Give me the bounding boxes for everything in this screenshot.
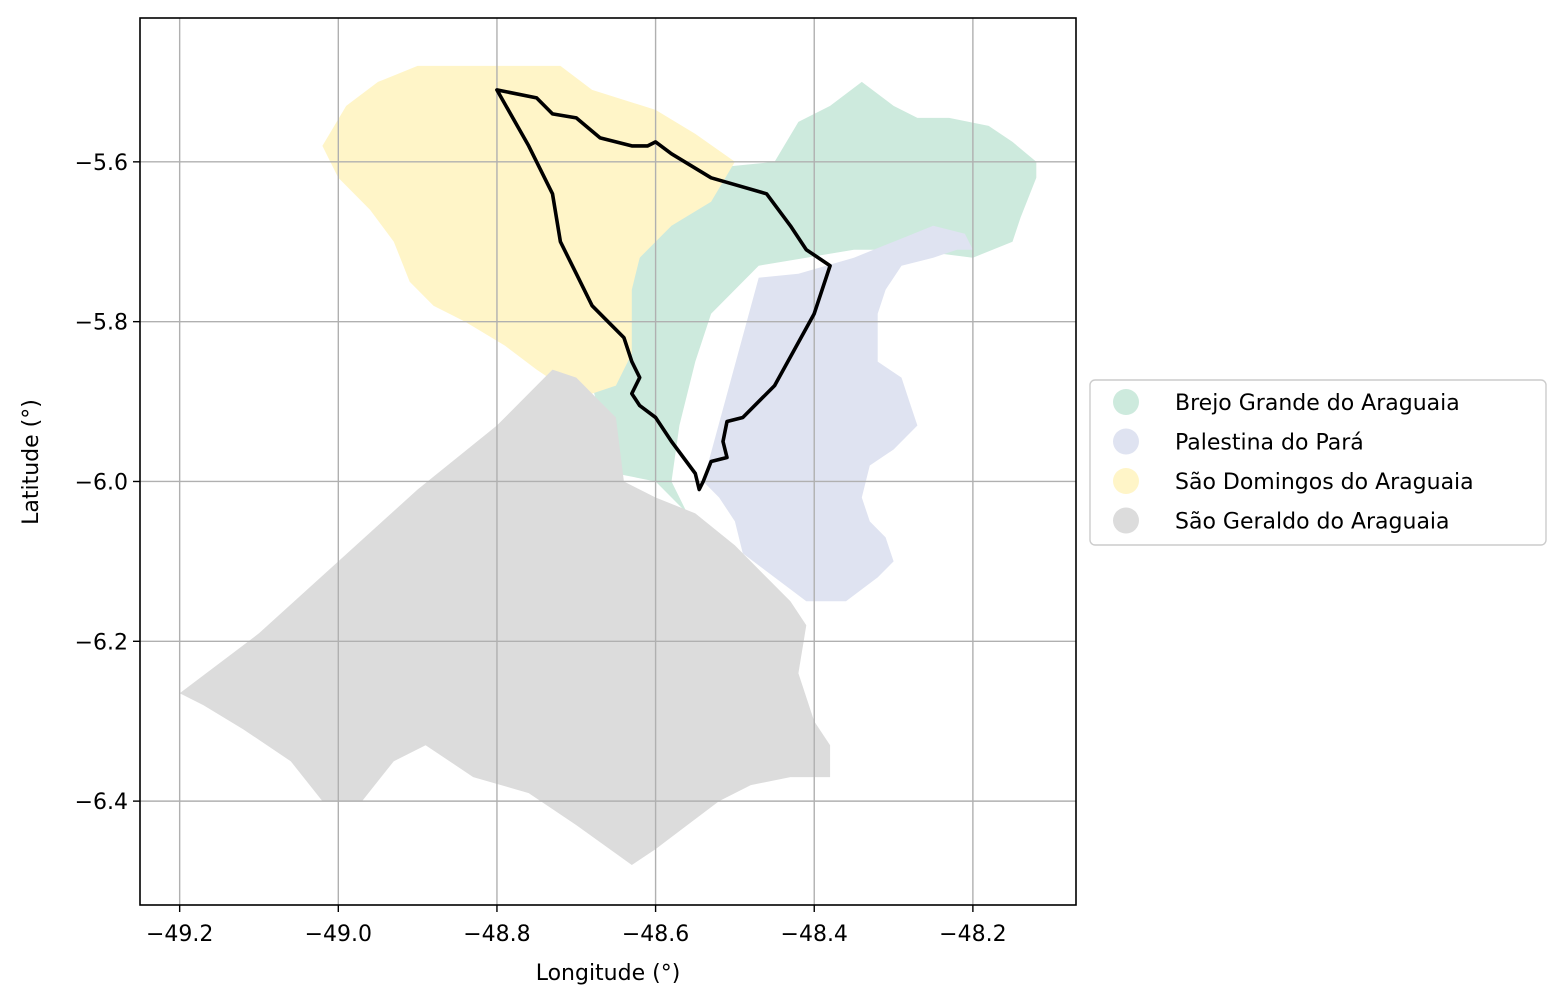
legend-label: São Geraldo do Araguaia bbox=[1175, 510, 1450, 535]
x-axis-ticks: −49.2 −49.0 −48.8 −48.6 −48.4 −48.2 bbox=[146, 905, 1007, 947]
x-tick-label-4: −48.4 bbox=[781, 922, 848, 947]
legend-items: Brejo Grande do Araguaia Palestina do Par… bbox=[1113, 389, 1474, 535]
legend-marker-sao-geraldo-do-araguaia bbox=[1113, 507, 1139, 534]
plot-area bbox=[139, 17, 1077, 906]
legend-item-brejo-grande-do-araguaia: Brejo Grande do Araguaia bbox=[1113, 389, 1460, 416]
legend-marker-palestina-do-para bbox=[1113, 428, 1139, 455]
grid-layer bbox=[140, 18, 1076, 905]
legend-label: São Domingos do Araguaia bbox=[1175, 470, 1474, 495]
x-axis-label: Longitude (°) bbox=[536, 961, 681, 986]
y-tick-label-3: −6.2 bbox=[75, 630, 128, 655]
x-tick-label-3: −48.6 bbox=[622, 922, 689, 947]
y-tick-label-4: −6.4 bbox=[75, 790, 128, 815]
legend-item-sao-geraldo-do-araguaia: São Geraldo do Araguaia bbox=[1113, 507, 1450, 535]
legend-marker-brejo-grande-do-araguaia bbox=[1113, 389, 1139, 415]
y-tick-label-0: −5.6 bbox=[75, 151, 128, 176]
plot-frame bbox=[139, 17, 1077, 906]
region-sao-geraldo-do-araguaia bbox=[179, 369, 831, 865]
legend: Brejo Grande do Araguaia Palestina do Par… bbox=[1089, 379, 1547, 546]
x-tick-label-2: −48.8 bbox=[463, 922, 530, 947]
y-tick-label-2: −6.0 bbox=[75, 470, 128, 495]
legend-marker-sao-domingos-do-araguaia bbox=[1113, 468, 1139, 494]
legend-item-sao-domingos-do-araguaia: São Domingos do Araguaia bbox=[1113, 468, 1474, 495]
legend-label: Brejo Grande do Araguaia bbox=[1175, 391, 1460, 416]
x-tick-label-0: −49.2 bbox=[146, 922, 213, 947]
legend-item-palestina-do-para: Palestina do Pará bbox=[1113, 428, 1364, 456]
legend-box bbox=[1089, 379, 1547, 546]
x-tick-label-5: −48.2 bbox=[939, 922, 1006, 947]
region-palestina-do-para bbox=[703, 225, 973, 602]
y-axis-label: Latitude (°) bbox=[19, 399, 44, 525]
legend-label: Palestina do Pará bbox=[1175, 431, 1364, 456]
y-tick-label-1: −5.8 bbox=[75, 311, 128, 336]
outline-layer bbox=[495, 88, 832, 492]
x-tick-label-1: −49.0 bbox=[305, 922, 372, 947]
y-axis-ticks: −5.6 −5.8 −6.0 −6.2 −6.4 bbox=[75, 151, 140, 815]
region-layer bbox=[179, 65, 1037, 865]
region-sao-domingos-do-araguaia bbox=[322, 65, 735, 394]
study-area-outline bbox=[495, 88, 832, 492]
